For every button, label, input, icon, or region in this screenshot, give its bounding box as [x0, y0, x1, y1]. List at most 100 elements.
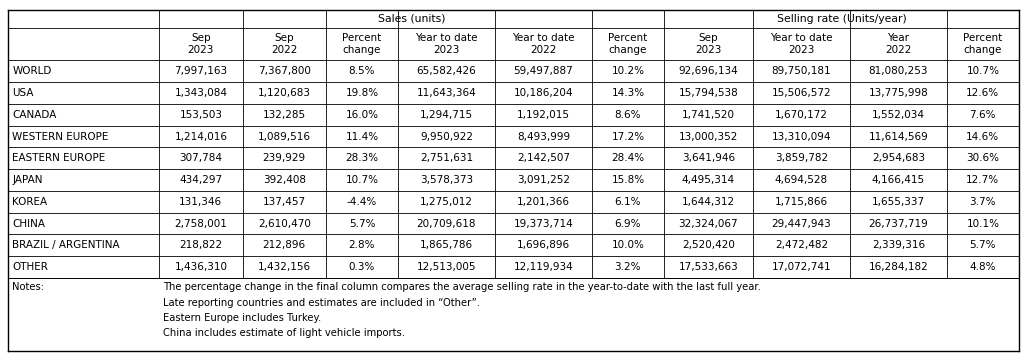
Text: 1,655,337: 1,655,337 — [871, 197, 925, 207]
Text: 13,775,998: 13,775,998 — [868, 88, 928, 98]
Text: 14.6%: 14.6% — [967, 131, 999, 142]
Text: 32,324,067: 32,324,067 — [679, 219, 738, 229]
Text: 1,696,896: 1,696,896 — [517, 240, 570, 250]
Text: 3,578,373: 3,578,373 — [420, 175, 473, 185]
Text: WORLD: WORLD — [12, 66, 51, 76]
Text: Percent
change: Percent change — [964, 33, 1002, 55]
Text: 11,614,569: 11,614,569 — [868, 131, 928, 142]
Text: Notes:: Notes: — [12, 282, 44, 292]
Text: 12.7%: 12.7% — [967, 175, 999, 185]
Text: 19.8%: 19.8% — [345, 88, 379, 98]
Text: 11,643,364: 11,643,364 — [417, 88, 476, 98]
Text: 13,000,352: 13,000,352 — [679, 131, 738, 142]
Text: 10.2%: 10.2% — [611, 66, 644, 76]
Text: Year to date
2023: Year to date 2023 — [416, 33, 478, 55]
Text: 26,737,719: 26,737,719 — [868, 219, 928, 229]
Text: Year
2022: Year 2022 — [885, 33, 911, 55]
Text: 2.8%: 2.8% — [349, 240, 375, 250]
Text: 15.8%: 15.8% — [611, 175, 644, 185]
Text: 2,339,316: 2,339,316 — [871, 240, 925, 250]
Text: 2,472,482: 2,472,482 — [775, 240, 828, 250]
Text: Percent
change: Percent change — [342, 33, 382, 55]
Text: Selling rate (Units/year): Selling rate (Units/year) — [776, 14, 906, 24]
Text: 1,120,683: 1,120,683 — [258, 88, 310, 98]
Text: 1,294,715: 1,294,715 — [420, 110, 473, 120]
Text: 218,822: 218,822 — [179, 240, 222, 250]
Text: -4.4%: -4.4% — [347, 197, 377, 207]
Text: 2,520,420: 2,520,420 — [682, 240, 735, 250]
Text: EASTERN EUROPE: EASTERN EUROPE — [12, 153, 105, 163]
Text: 92,696,134: 92,696,134 — [679, 66, 738, 76]
Text: 89,750,181: 89,750,181 — [772, 66, 831, 76]
Text: The percentage change in the final column compares the average selling rate in t: The percentage change in the final colum… — [163, 282, 761, 292]
Text: 20,709,618: 20,709,618 — [417, 219, 476, 229]
Text: Sep
2023: Sep 2023 — [695, 33, 722, 55]
Text: China includes estimate of light vehicle imports.: China includes estimate of light vehicle… — [163, 328, 406, 338]
Text: 65,582,426: 65,582,426 — [417, 66, 476, 76]
Text: 12,119,934: 12,119,934 — [513, 262, 573, 272]
Text: Sales (units): Sales (units) — [378, 14, 445, 24]
Text: 3,641,946: 3,641,946 — [682, 153, 735, 163]
Text: Eastern Europe includes Turkey.: Eastern Europe includes Turkey. — [163, 313, 322, 323]
Text: 28.3%: 28.3% — [345, 153, 379, 163]
Text: 131,346: 131,346 — [179, 197, 222, 207]
Text: 15,506,572: 15,506,572 — [772, 88, 831, 98]
Text: 17,533,663: 17,533,663 — [679, 262, 738, 272]
Text: 4.8%: 4.8% — [970, 262, 996, 272]
Text: 1,275,012: 1,275,012 — [420, 197, 473, 207]
Text: WESTERN EUROPE: WESTERN EUROPE — [12, 131, 109, 142]
Text: 1,192,015: 1,192,015 — [517, 110, 570, 120]
Text: JAPAN: JAPAN — [12, 175, 43, 185]
Text: 1,436,310: 1,436,310 — [174, 262, 227, 272]
Text: 1,552,034: 1,552,034 — [871, 110, 925, 120]
Text: 8.5%: 8.5% — [349, 66, 375, 76]
Text: 6.9%: 6.9% — [614, 219, 641, 229]
Text: 10,186,204: 10,186,204 — [514, 88, 573, 98]
Text: 3.7%: 3.7% — [970, 197, 996, 207]
Text: 3,859,782: 3,859,782 — [775, 153, 828, 163]
Text: OTHER: OTHER — [12, 262, 48, 272]
Text: 3.2%: 3.2% — [614, 262, 641, 272]
Text: 29,447,943: 29,447,943 — [771, 219, 831, 229]
Text: 17,072,741: 17,072,741 — [772, 262, 831, 272]
Text: 8,493,999: 8,493,999 — [517, 131, 570, 142]
Text: 5.7%: 5.7% — [970, 240, 996, 250]
Text: Year to date
2023: Year to date 2023 — [770, 33, 833, 55]
Text: 16.0%: 16.0% — [345, 110, 379, 120]
Text: 2,751,631: 2,751,631 — [420, 153, 473, 163]
Text: 14.3%: 14.3% — [611, 88, 644, 98]
Text: 4,495,314: 4,495,314 — [682, 175, 735, 185]
Text: Late reporting countries and estimates are included in “Other”.: Late reporting countries and estimates a… — [163, 297, 480, 308]
Text: 1,201,366: 1,201,366 — [517, 197, 570, 207]
Text: 212,896: 212,896 — [263, 240, 306, 250]
Text: 9,950,922: 9,950,922 — [420, 131, 473, 142]
Text: 1,715,866: 1,715,866 — [775, 197, 828, 207]
Text: BRAZIL / ARGENTINA: BRAZIL / ARGENTINA — [12, 240, 120, 250]
Text: 1,432,156: 1,432,156 — [258, 262, 311, 272]
Text: 3,091,252: 3,091,252 — [517, 175, 570, 185]
Text: 2,954,683: 2,954,683 — [871, 153, 925, 163]
Text: 28.4%: 28.4% — [611, 153, 644, 163]
Text: 12,513,005: 12,513,005 — [417, 262, 476, 272]
Text: 1,670,172: 1,670,172 — [775, 110, 828, 120]
Text: 7,367,800: 7,367,800 — [258, 66, 310, 76]
Text: 1,644,312: 1,644,312 — [682, 197, 735, 207]
Text: 30.6%: 30.6% — [967, 153, 999, 163]
Text: 392,408: 392,408 — [263, 175, 306, 185]
Text: 7.6%: 7.6% — [970, 110, 996, 120]
Text: Sep
2023: Sep 2023 — [187, 33, 214, 55]
Text: USA: USA — [12, 88, 34, 98]
Text: 2,142,507: 2,142,507 — [517, 153, 570, 163]
Text: 59,497,887: 59,497,887 — [513, 66, 573, 76]
Text: Percent
change: Percent change — [608, 33, 647, 55]
Text: Sep
2022: Sep 2022 — [271, 33, 297, 55]
Text: 4,166,415: 4,166,415 — [871, 175, 925, 185]
Text: 81,080,253: 81,080,253 — [868, 66, 928, 76]
Text: 10.0%: 10.0% — [611, 240, 644, 250]
Text: 1,865,786: 1,865,786 — [420, 240, 473, 250]
Text: 6.1%: 6.1% — [614, 197, 641, 207]
Text: 132,285: 132,285 — [263, 110, 306, 120]
Text: KOREA: KOREA — [12, 197, 47, 207]
Text: Year to date
2022: Year to date 2022 — [512, 33, 574, 55]
Text: 17.2%: 17.2% — [611, 131, 644, 142]
